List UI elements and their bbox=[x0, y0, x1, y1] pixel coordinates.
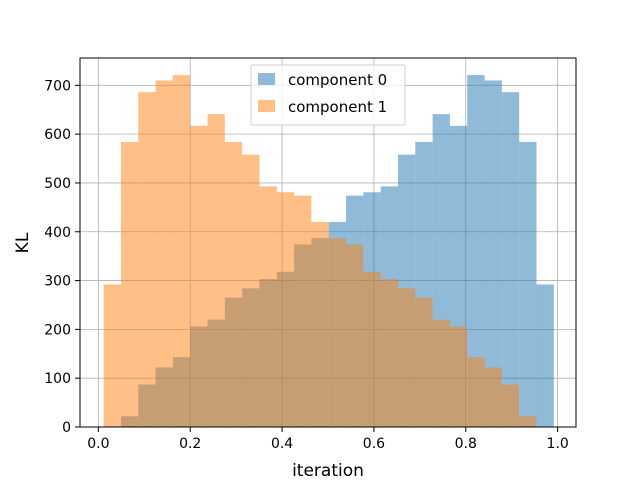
bar-series-1-bin-12 bbox=[311, 222, 329, 427]
bar-series-1-bin-2 bbox=[138, 92, 156, 428]
legend-label-component-1: component 1 bbox=[288, 98, 387, 116]
bar-series-1-bin-1 bbox=[120, 141, 139, 427]
legend-box bbox=[250, 64, 406, 126]
x-tick-label-3: 0.6 bbox=[363, 436, 385, 452]
bar-series-0-bin-25 bbox=[536, 284, 554, 427]
legend-label-component-0: component 0 bbox=[288, 71, 387, 89]
legend-swatch-component-1 bbox=[258, 100, 275, 112]
bar-series-1-bin-6 bbox=[207, 114, 225, 427]
bar-series-0-bin-21 bbox=[467, 75, 485, 427]
bar-series-0-bin-23 bbox=[501, 92, 520, 428]
x-tick-label-1: 0.2 bbox=[179, 436, 201, 452]
bar-series-1-bin-9 bbox=[259, 186, 277, 427]
x-tick-label-2: 0.4 bbox=[271, 436, 293, 452]
bar-series-1-bin-13 bbox=[328, 238, 347, 427]
bar-series-1-bin-17 bbox=[397, 288, 416, 427]
legend: component 0 component 1 bbox=[250, 64, 406, 126]
bar-series-0-bin-22 bbox=[484, 80, 502, 427]
plot-frame bbox=[79, 57, 577, 428]
bar-series-1-bin-24 bbox=[519, 416, 537, 427]
y-tick-label-1: 100 bbox=[44, 371, 71, 387]
bar-series-1-bin-18 bbox=[415, 297, 433, 427]
bar-series-1-bin-10 bbox=[276, 192, 295, 427]
bar-series-1-bin-15 bbox=[363, 271, 381, 427]
y-axis-label: KL bbox=[13, 232, 33, 253]
y-tick-label-5: 500 bbox=[44, 176, 71, 192]
bar-series-1-bin-21 bbox=[467, 357, 485, 427]
x-tick-label-4: 0.8 bbox=[455, 436, 477, 452]
bar-series-1-bin-11 bbox=[294, 195, 312, 427]
bar-series-1-bin-0 bbox=[103, 284, 121, 427]
y-tick-label-2: 200 bbox=[44, 322, 71, 338]
bar-series-1-bin-16 bbox=[380, 279, 398, 427]
y-tick-label-0: 0 bbox=[62, 420, 71, 436]
bar-series-1-bin-7 bbox=[224, 141, 243, 427]
y-tick-label-7: 700 bbox=[44, 78, 71, 94]
y-axis-ticks: 0 100 200 300 400 500 600 700 bbox=[44, 78, 80, 436]
bar-series-1-bin-23 bbox=[501, 384, 520, 427]
bar-series-1-bin-20 bbox=[449, 326, 468, 427]
x-tick-label-5: 1.0 bbox=[546, 436, 568, 452]
x-axis-label: iteration bbox=[292, 461, 364, 480]
x-tick-label-0: 0.0 bbox=[87, 436, 109, 452]
bar-series-1-bin-8 bbox=[242, 154, 260, 427]
y-tick-label-4: 400 bbox=[44, 225, 71, 241]
histogram-bars bbox=[103, 75, 554, 428]
bar-series-1-bin-22 bbox=[484, 367, 502, 427]
bar-series-1-bin-3 bbox=[155, 80, 173, 427]
bar-series-0-bin-24 bbox=[519, 141, 537, 427]
bar-series-1-bin-19 bbox=[432, 319, 450, 427]
y-tick-label-3: 300 bbox=[44, 274, 71, 290]
y-tick-label-6: 600 bbox=[44, 127, 71, 143]
bar-series-1-bin-14 bbox=[346, 244, 364, 427]
legend-swatch-component-0 bbox=[258, 73, 275, 85]
x-axis-ticks: 0.0 0.2 0.4 0.6 0.8 1.0 bbox=[87, 427, 569, 452]
bar-series-1-bin-4 bbox=[172, 75, 191, 427]
bar-series-1-bin-5 bbox=[190, 125, 208, 427]
